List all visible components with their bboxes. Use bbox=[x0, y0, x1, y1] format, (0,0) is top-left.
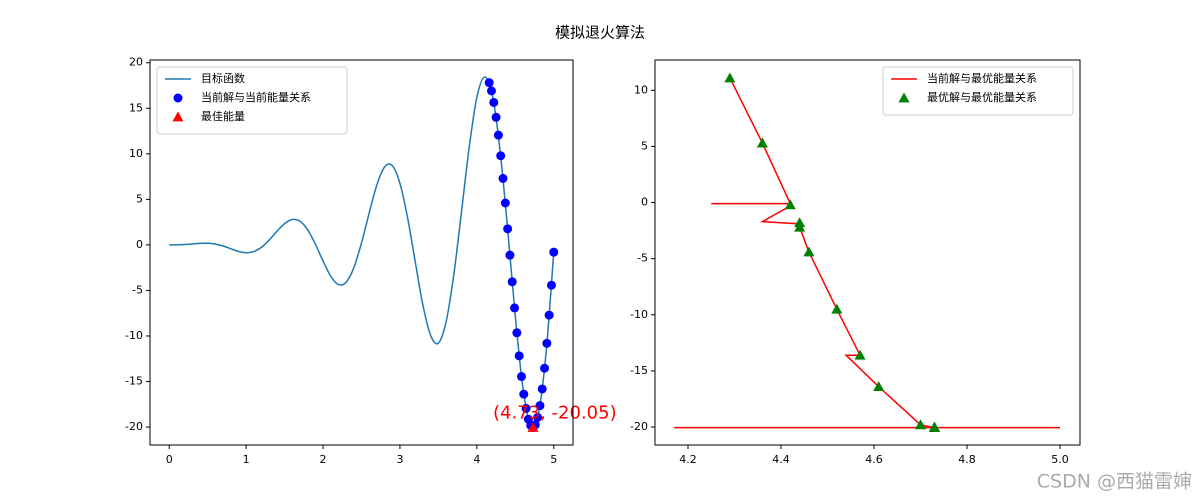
circle-marker bbox=[507, 277, 517, 287]
legend-swatch bbox=[173, 93, 183, 103]
triangle-marker bbox=[527, 422, 539, 432]
legend-box bbox=[156, 66, 348, 135]
y-tick-label: -10 bbox=[630, 308, 648, 321]
y-tick-label: 10 bbox=[634, 83, 648, 96]
circle-marker bbox=[493, 130, 503, 140]
circle-marker bbox=[498, 173, 508, 183]
triangle-marker bbox=[756, 137, 768, 148]
triangle-marker bbox=[794, 221, 806, 232]
circle-marker bbox=[514, 351, 524, 361]
triangle-marker bbox=[928, 422, 940, 433]
y-tick-label: -15 bbox=[630, 364, 648, 377]
plot-area bbox=[674, 72, 1061, 433]
y-tick-label: 20 bbox=[129, 56, 143, 69]
triangle-marker bbox=[873, 381, 885, 392]
circle-marker bbox=[512, 328, 522, 338]
x-tick-label: 4.6 bbox=[865, 453, 883, 466]
axes-frame bbox=[149, 59, 574, 446]
figure-title: 模拟退火算法 bbox=[555, 24, 645, 42]
circle-marker bbox=[544, 310, 554, 320]
triangle-marker bbox=[831, 303, 843, 314]
circle-marker bbox=[519, 389, 529, 399]
circle-marker bbox=[521, 403, 531, 413]
legend-label: 当前解与最优能量关系 bbox=[927, 71, 1037, 85]
triangle-marker bbox=[784, 199, 796, 210]
x-tick-label: 4 bbox=[473, 453, 480, 466]
y-tick-label: -5 bbox=[637, 252, 648, 265]
circle-marker bbox=[535, 401, 545, 411]
y-tick-label: -5 bbox=[132, 283, 143, 296]
circle-marker bbox=[486, 86, 496, 96]
circle-marker bbox=[542, 338, 552, 348]
circle-marker bbox=[496, 151, 506, 161]
series-line bbox=[674, 77, 1061, 429]
triangle-marker bbox=[915, 419, 927, 430]
circle-marker bbox=[546, 280, 556, 290]
circle-marker bbox=[491, 112, 501, 122]
y-tick-label: -10 bbox=[125, 329, 143, 342]
triangle-marker bbox=[854, 349, 866, 360]
legend-label: 最佳能量 bbox=[201, 109, 245, 123]
legend-label: 目标函数 bbox=[201, 71, 245, 85]
circle-marker bbox=[549, 247, 559, 257]
circle-marker bbox=[489, 97, 499, 107]
y-tick-label: 0 bbox=[136, 238, 143, 251]
legend-label: 最优解与最优能量关系 bbox=[927, 90, 1037, 104]
circle-marker bbox=[510, 303, 520, 313]
circle-marker bbox=[540, 363, 550, 373]
x-tick-label: 4.8 bbox=[958, 453, 976, 466]
circle-marker bbox=[537, 384, 547, 394]
x-tick-label: 0 bbox=[166, 453, 173, 466]
watermark: CSDN @西猫雷婶 bbox=[1037, 471, 1192, 493]
annotation: (4.73, -20.05) bbox=[493, 403, 617, 424]
y-tick-label: 15 bbox=[129, 101, 143, 114]
axes-frame bbox=[654, 59, 1081, 446]
y-tick-label: -20 bbox=[630, 420, 648, 433]
circle-marker bbox=[500, 198, 510, 208]
triangle-marker bbox=[724, 72, 736, 83]
x-tick-label: 4.2 bbox=[679, 453, 697, 466]
circle-marker bbox=[516, 372, 526, 382]
x-tick-label: 5.0 bbox=[1051, 453, 1069, 466]
y-tick-label: 5 bbox=[641, 139, 648, 152]
legend-swatch bbox=[172, 111, 184, 122]
x-tick-label: 4.4 bbox=[772, 453, 790, 466]
y-tick-label: -20 bbox=[125, 420, 143, 433]
x-tick-label: 3 bbox=[396, 453, 403, 466]
plot-area bbox=[169, 76, 559, 433]
legend-swatch bbox=[898, 92, 910, 103]
circle-marker bbox=[503, 224, 513, 234]
y-tick-label: 10 bbox=[129, 147, 143, 160]
y-tick-label: 5 bbox=[136, 192, 143, 205]
legend-label: 当前解与当前能量关系 bbox=[201, 90, 311, 104]
legend-box bbox=[882, 66, 1074, 116]
y-tick-label: 0 bbox=[641, 196, 648, 209]
x-tick-label: 1 bbox=[243, 453, 250, 466]
circle-marker bbox=[484, 78, 494, 88]
x-tick-label: 2 bbox=[320, 453, 327, 466]
y-tick-label: -15 bbox=[125, 375, 143, 388]
circle-marker bbox=[505, 250, 515, 260]
x-tick-label: 5 bbox=[550, 453, 557, 466]
circle-marker bbox=[533, 412, 543, 422]
triangle-marker bbox=[803, 246, 815, 257]
